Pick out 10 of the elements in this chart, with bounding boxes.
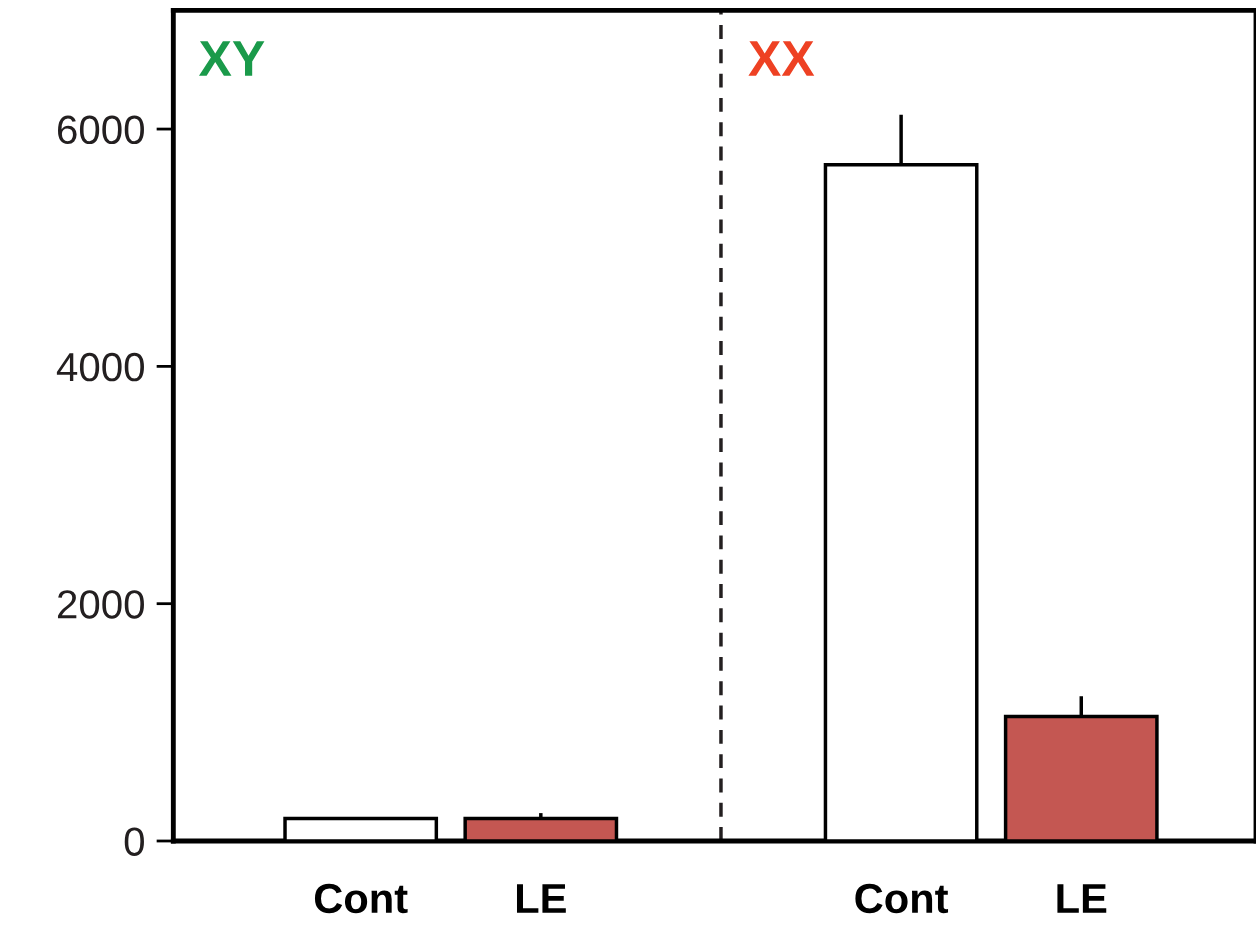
- y-tick-label: 2000: [57, 590, 144, 619]
- y-tick-label: 6000: [58, 115, 144, 145]
- y-tick-label: 4000: [56, 352, 144, 382]
- y-tick-label: 0: [124, 827, 144, 856]
- annotation: XY: [198, 41, 265, 76]
- x-tick-label: LE: [516, 884, 566, 913]
- x-tick-label: Cont: [314, 883, 408, 914]
- annotation: XX: [748, 41, 815, 76]
- x-tick-label: LE: [1057, 884, 1107, 913]
- x-tick-label: Cont: [855, 883, 949, 914]
